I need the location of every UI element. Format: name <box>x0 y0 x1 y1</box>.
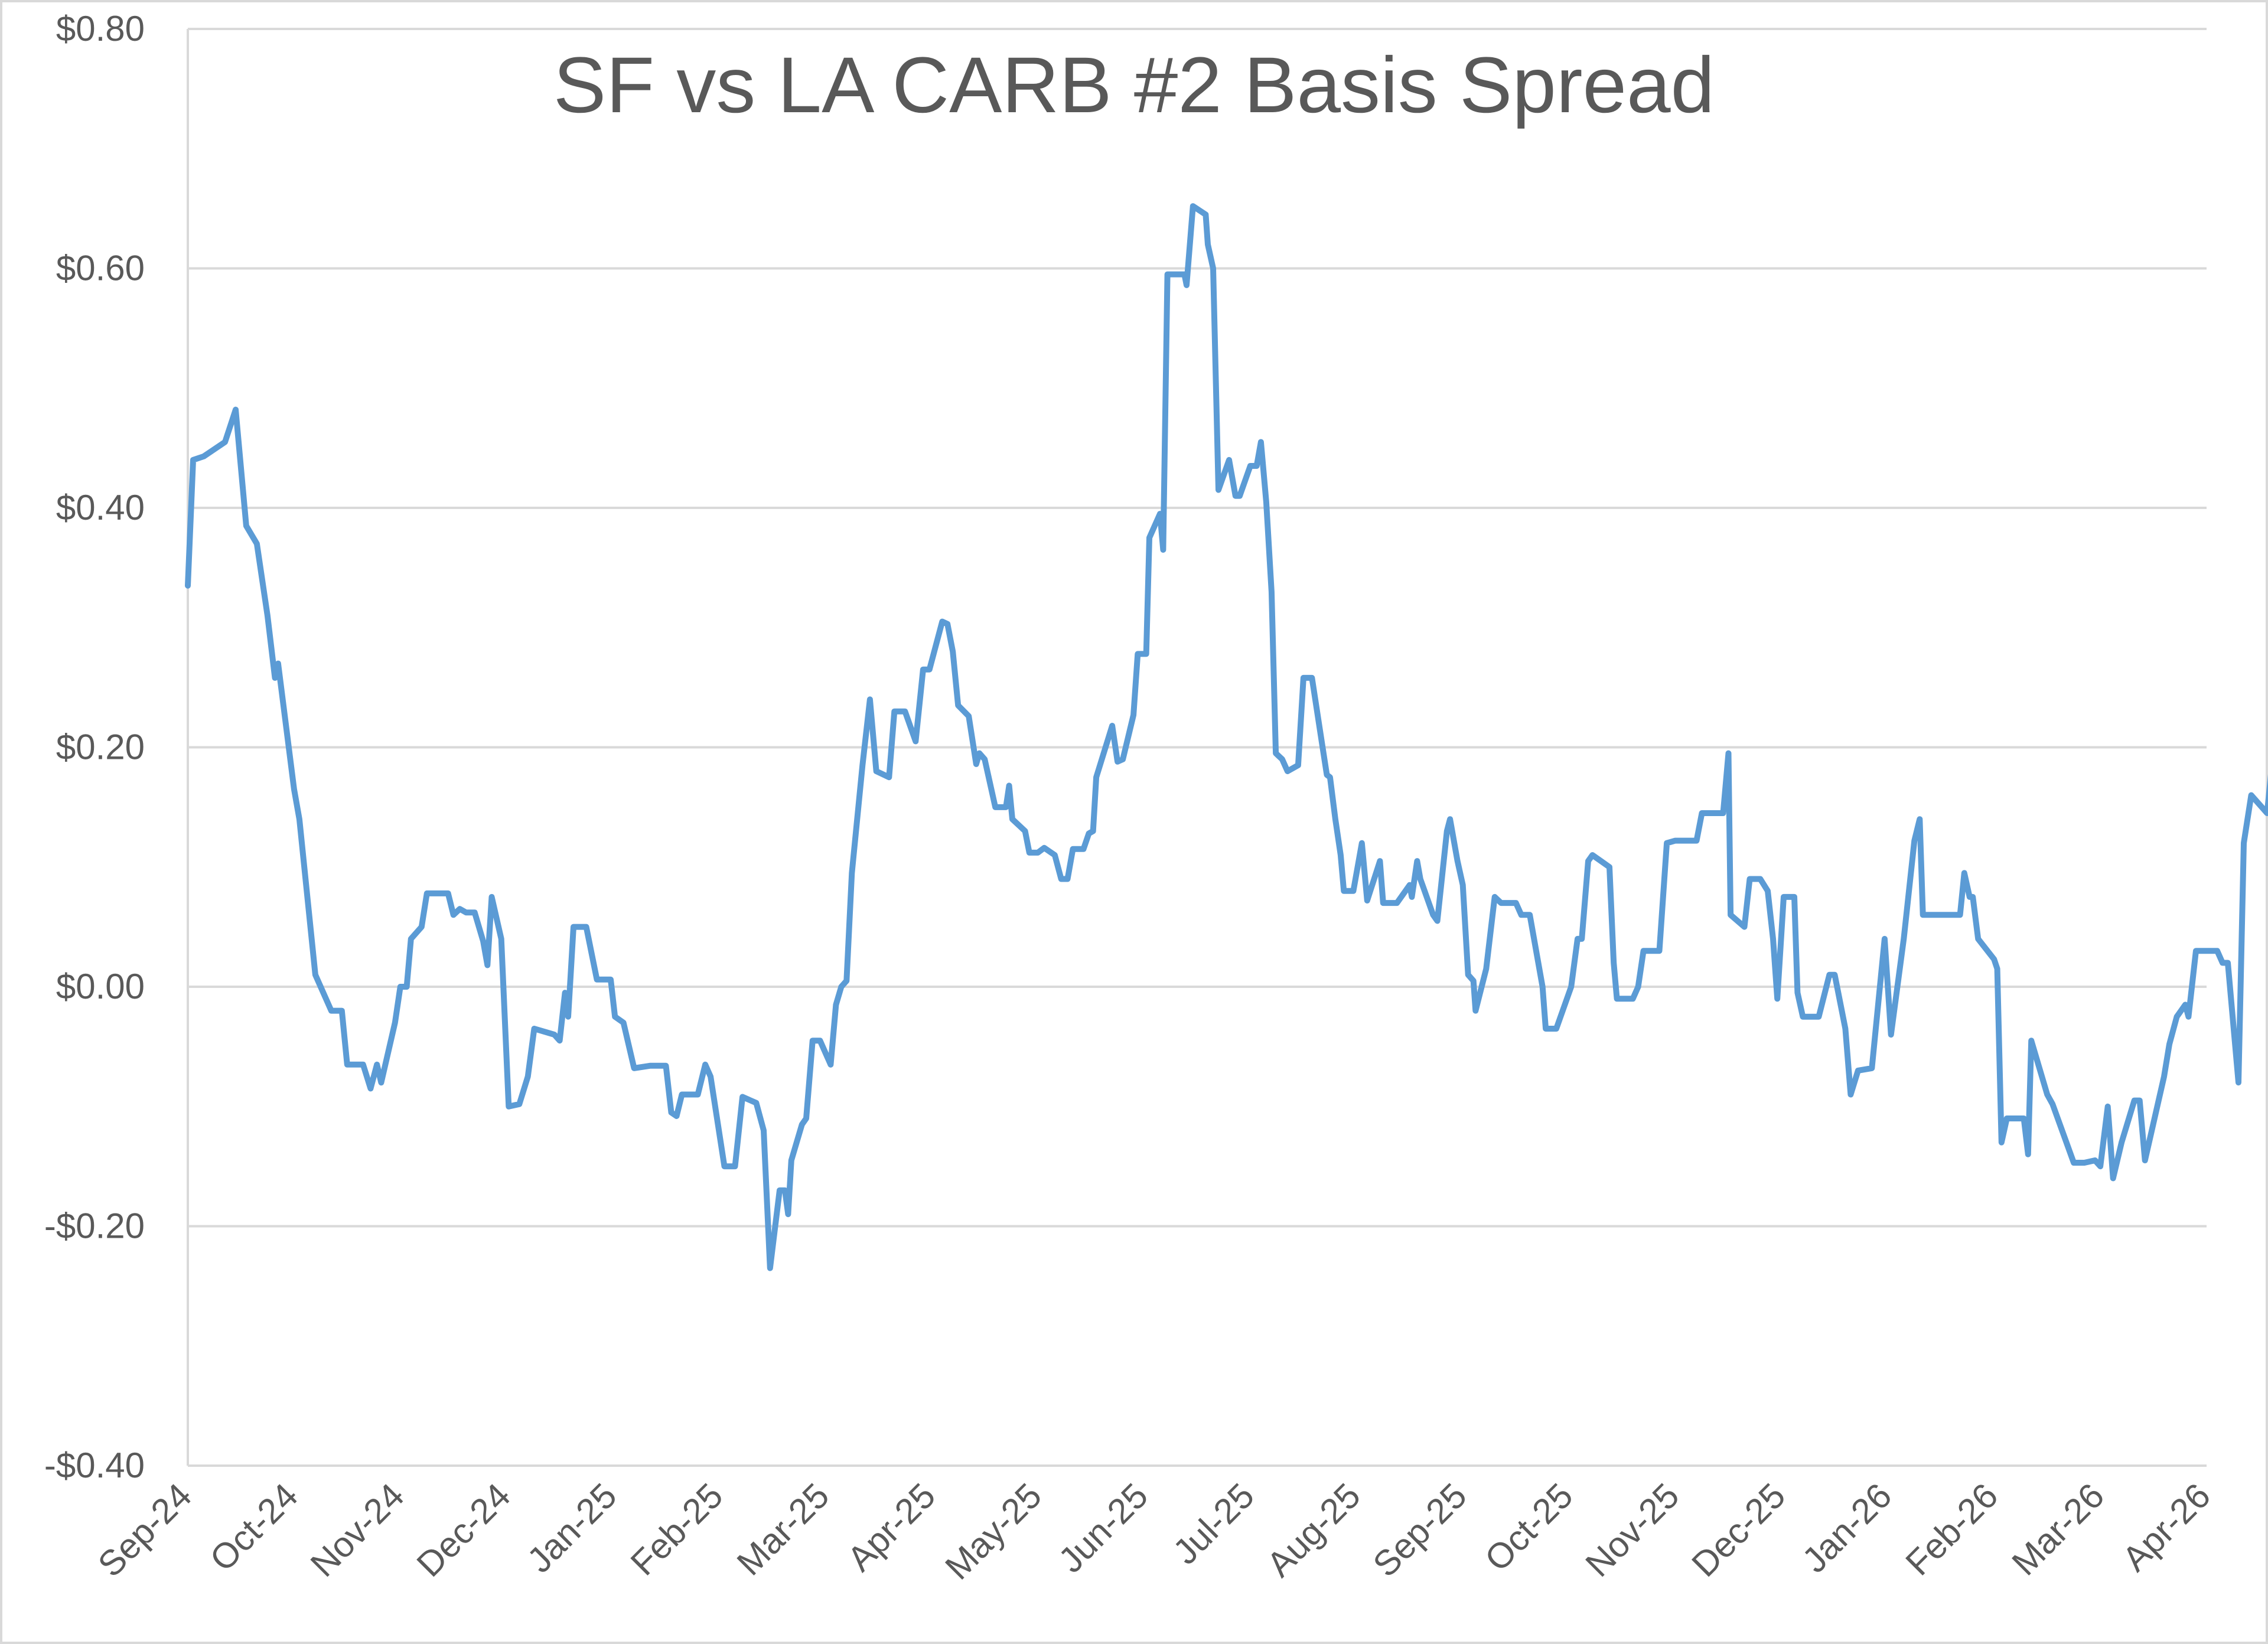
y-tick-label: $0.80 <box>56 9 145 48</box>
x-tick-label: Jan-26 <box>1794 1476 1899 1580</box>
chart-title: SF vs LA CARB #2 Basis Spread <box>553 41 1715 129</box>
x-tick-label: Sep-25 <box>1366 1476 1474 1584</box>
y-tick-label: $0.00 <box>56 967 145 1006</box>
y-axis-tick-labels: $0.80 $0.60 $0.40 $0.20 $0.00 -$0.20 -$0.40 <box>44 9 145 1485</box>
x-tick-label: Sep-24 <box>90 1476 199 1584</box>
x-tick-label: Nov-25 <box>1578 1476 1687 1584</box>
x-tick-label: Jul-25 <box>1165 1476 1262 1572</box>
x-tick-label: Dec-25 <box>1684 1476 1793 1584</box>
x-tick-label: Aug-25 <box>1259 1476 1368 1584</box>
y-tick-label: $0.40 <box>56 488 145 527</box>
x-tick-label: Jun-25 <box>1051 1476 1155 1580</box>
x-tick-label: Dec-24 <box>409 1476 518 1584</box>
y-tick-label: -$0.40 <box>44 1446 145 1485</box>
y-tick-label: $0.60 <box>56 249 145 288</box>
x-tick-label: Nov-24 <box>303 1476 412 1584</box>
x-tick-label: Jan-25 <box>520 1476 624 1580</box>
x-tick-label: Mar-26 <box>2005 1476 2112 1583</box>
x-tick-label: Feb-25 <box>623 1476 731 1583</box>
x-tick-label: May-25 <box>937 1476 1049 1587</box>
x-tick-label: Mar-25 <box>729 1476 837 1583</box>
gridlines <box>187 28 2207 1467</box>
series-layer <box>185 203 2268 1271</box>
y-tick-label: -$0.20 <box>44 1206 145 1246</box>
x-tick-label: Apr-26 <box>2114 1476 2218 1579</box>
y-tick-label: $0.20 <box>56 728 145 767</box>
x-tick-label: Apr-25 <box>840 1476 943 1579</box>
x-tick-label: Oct-25 <box>1477 1476 1581 1579</box>
x-tick-label: Feb-26 <box>1898 1476 2006 1583</box>
series-line <box>185 203 2268 1271</box>
x-tick-label: Oct-24 <box>202 1476 305 1579</box>
